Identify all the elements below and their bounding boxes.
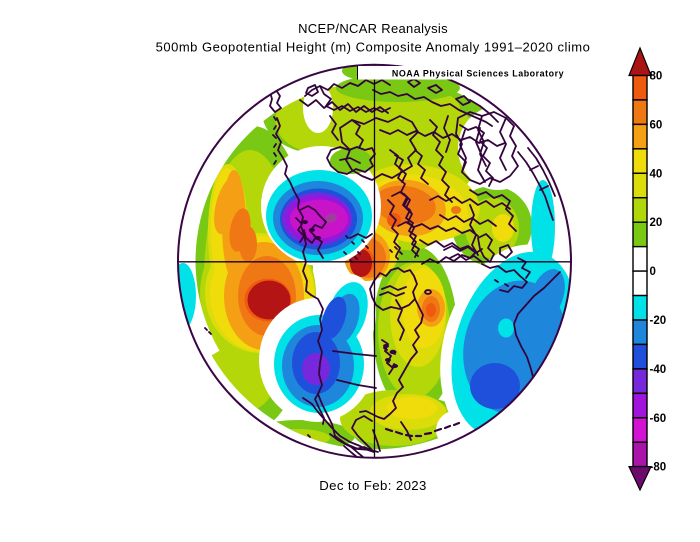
svg-text:NOAA Physical Sciences Laborat: NOAA Physical Sciences Laboratory xyxy=(392,69,564,79)
svg-text:Dec to Feb: 2023: Dec to Feb: 2023 xyxy=(319,478,427,493)
svg-text:0: 0 xyxy=(650,266,656,278)
svg-text:NCEP/NCAR Reanalysis: NCEP/NCAR Reanalysis xyxy=(298,21,448,36)
svg-text:-20: -20 xyxy=(650,315,667,327)
svg-text:-80: -80 xyxy=(650,462,667,474)
svg-text:40: 40 xyxy=(650,168,663,180)
svg-text:500mb Geopotential Height (m): 500mb Geopotential Height (m) Composite … xyxy=(156,40,591,55)
svg-text:20: 20 xyxy=(650,217,663,229)
svg-text:80: 80 xyxy=(650,71,663,83)
svg-text:-60: -60 xyxy=(650,413,667,425)
svg-text:60: 60 xyxy=(650,119,663,131)
svg-text:-40: -40 xyxy=(650,364,667,376)
